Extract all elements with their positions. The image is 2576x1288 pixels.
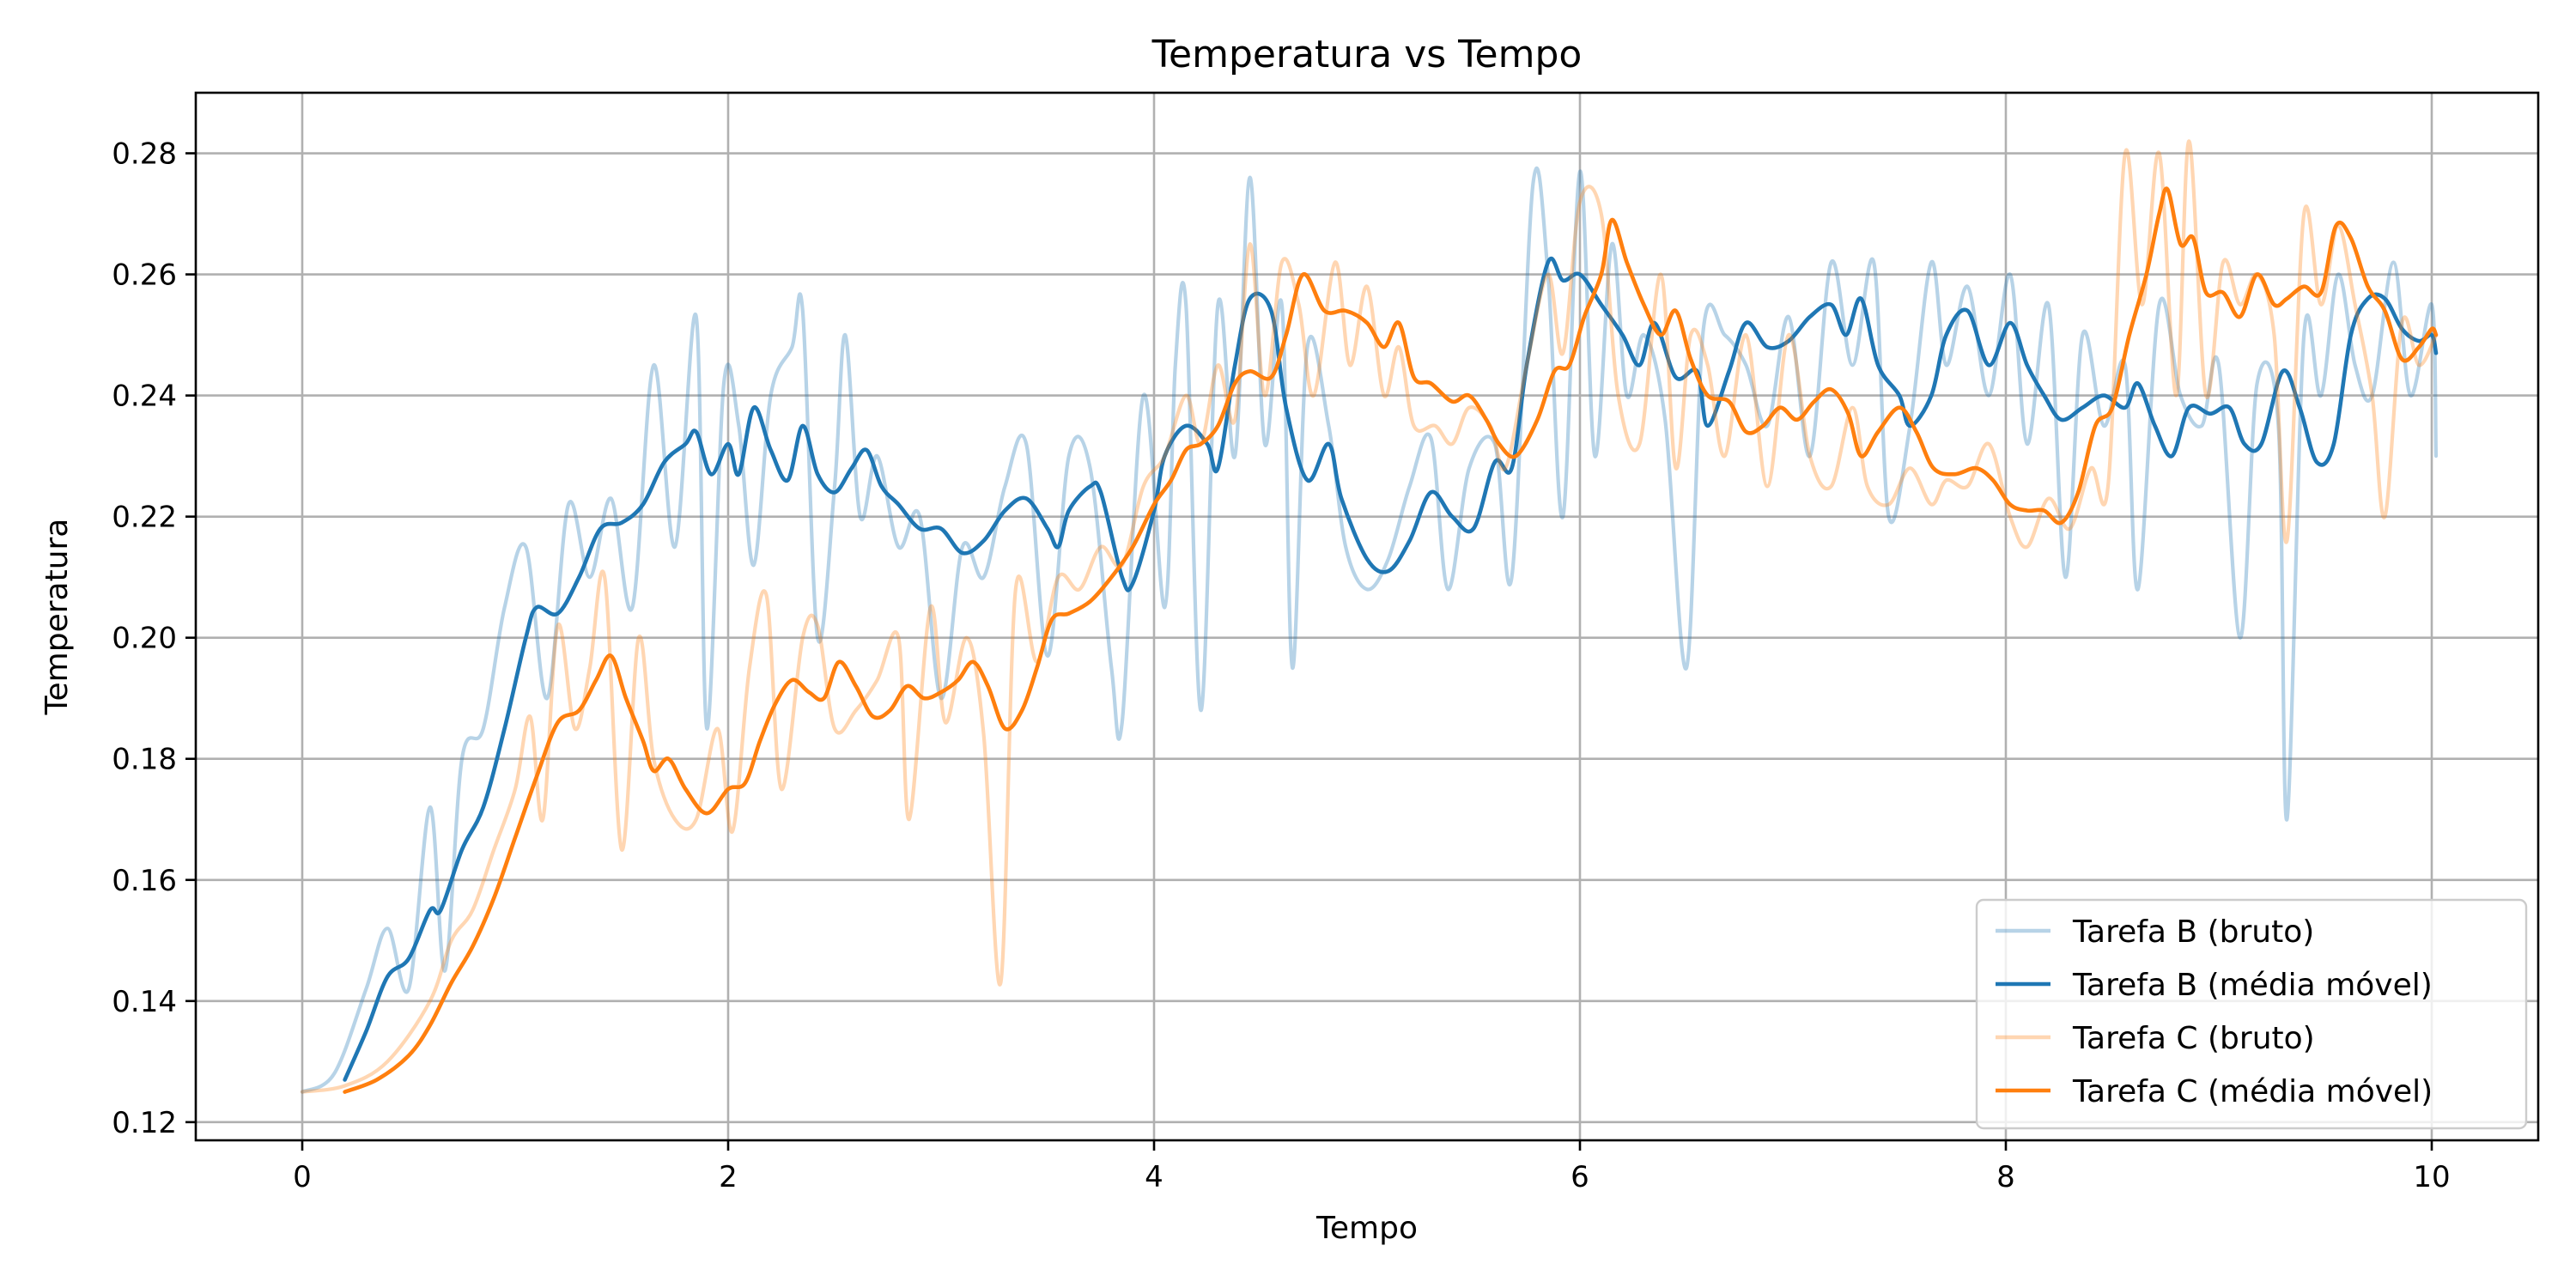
x-tick-label: 10 — [2413, 1160, 2450, 1194]
y-tick-label: 0.14 — [112, 985, 177, 1019]
legend: Tarefa B (bruto) Tarefa B (média móvel) Ta… — [1975, 898, 2528, 1130]
axis-ticks: 0 2 4 6 8 10 0.12 0.14 0.16 0.18 0.20 0.22 0.24 0.26 0… — [112, 137, 2450, 1194]
y-axis-label: Temperatura — [39, 519, 75, 716]
y-tick-label: 0.18 — [112, 743, 177, 777]
legend-label: Tarefa B (bruto) — [2072, 914, 2314, 950]
plot-area-frame — [194, 91, 2540, 1142]
y-tick-label: 0.16 — [112, 864, 177, 898]
x-tick-label: 6 — [1571, 1160, 1589, 1194]
y-tick-label: 0.12 — [112, 1106, 177, 1140]
y-tick-label: 0.20 — [112, 622, 177, 656]
y-tick-label: 0.26 — [112, 258, 177, 293]
legend-label: Tarefa B (média móvel) — [2072, 968, 2433, 1003]
x-tick-label: 2 — [719, 1160, 738, 1194]
y-tick-label: 0.28 — [112, 137, 177, 172]
series-line-tarefa-c-bruto — [300, 139, 2439, 1094]
series-line-tarefa-b-bruto — [300, 166, 2439, 1094]
x-axis-label: Tempo — [1315, 1211, 1418, 1246]
series-line-tarefa-c-media-movel — [343, 186, 2439, 1094]
legend-label: Tarefa C (média móvel) — [2072, 1074, 2433, 1109]
x-tick-label: 4 — [1145, 1160, 1163, 1194]
chart-title: Temperatura vs Tempo — [1151, 33, 1583, 76]
series-group — [300, 139, 2439, 1094]
y-tick-label: 0.24 — [112, 380, 177, 414]
x-tick-label: 8 — [1996, 1160, 2015, 1194]
x-tick-label: 0 — [293, 1160, 312, 1194]
y-tick-label: 0.22 — [112, 501, 177, 535]
legend-box — [1975, 898, 2528, 1130]
legend-label: Tarefa C (bruto) — [2072, 1021, 2315, 1056]
